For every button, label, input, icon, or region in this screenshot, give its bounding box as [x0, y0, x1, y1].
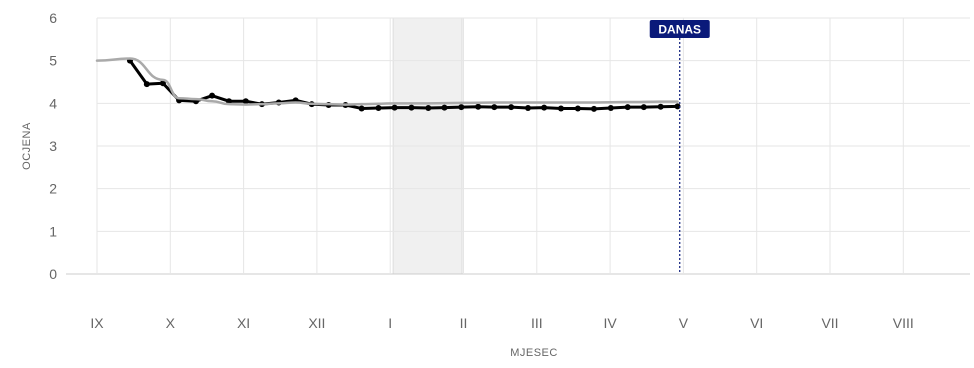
data-point[interactable] [508, 104, 515, 111]
x-tick-label: VI [750, 315, 763, 331]
data-point[interactable] [541, 104, 548, 111]
x-tick-label: IV [603, 315, 617, 331]
x-axis-title: MJESEC [510, 347, 558, 359]
data-point[interactable] [674, 103, 681, 110]
data-point[interactable] [358, 105, 365, 112]
data-point[interactable] [225, 98, 232, 105]
x-tick-label: III [531, 315, 543, 331]
data-point[interactable] [557, 105, 564, 112]
data-point[interactable] [441, 104, 448, 111]
series-line-secondary [95, 57, 679, 106]
data-point[interactable] [475, 103, 482, 110]
x-tick-label: V [679, 315, 689, 331]
data-point[interactable] [408, 104, 415, 111]
x-tick-label: II [460, 315, 468, 331]
data-point[interactable] [657, 103, 664, 110]
data-point[interactable] [159, 80, 166, 87]
data-point[interactable] [525, 105, 532, 112]
data-point[interactable] [640, 104, 647, 111]
data-point[interactable] [590, 105, 597, 112]
data-point[interactable] [491, 104, 498, 111]
data-point[interactable] [209, 92, 216, 99]
y-tick-label: 1 [49, 223, 57, 239]
y-tick-label: 4 [49, 95, 57, 111]
x-tick-label: XII [308, 315, 325, 331]
y-tick-label: 5 [49, 53, 57, 69]
today-marker: DANAS [649, 20, 710, 274]
x-tick-label: I [388, 315, 392, 331]
x-tick-label: VII [821, 315, 838, 331]
grid [66, 17, 970, 275]
data-point[interactable] [574, 105, 581, 112]
y-tick-label: 3 [49, 138, 57, 154]
series-layer [95, 57, 681, 112]
y-tick-label: 2 [49, 181, 57, 197]
data-point[interactable] [624, 104, 631, 111]
x-axis: IX X XI XII I II III IV V VI VII VIII [90, 315, 913, 331]
y-axis-title: OCJENA [21, 122, 33, 170]
y-tick-label: 6 [49, 10, 57, 26]
data-point[interactable] [425, 105, 432, 112]
today-label: DANAS [658, 23, 701, 37]
y-axis: 0 1 2 3 4 5 6 [49, 10, 57, 282]
data-point[interactable] [375, 105, 382, 112]
data-point[interactable] [242, 98, 249, 105]
y-tick-label: 0 [49, 266, 57, 282]
x-tick-label: IX [90, 315, 104, 331]
data-point[interactable] [607, 105, 614, 112]
data-point[interactable] [458, 104, 465, 111]
x-tick-label: VIII [893, 315, 914, 331]
series-line-primary [128, 59, 680, 111]
data-point[interactable] [391, 104, 398, 111]
data-point[interactable] [143, 81, 150, 88]
x-tick-label: X [166, 315, 176, 331]
today-badge [649, 20, 710, 38]
x-tick-label: XI [237, 315, 250, 331]
